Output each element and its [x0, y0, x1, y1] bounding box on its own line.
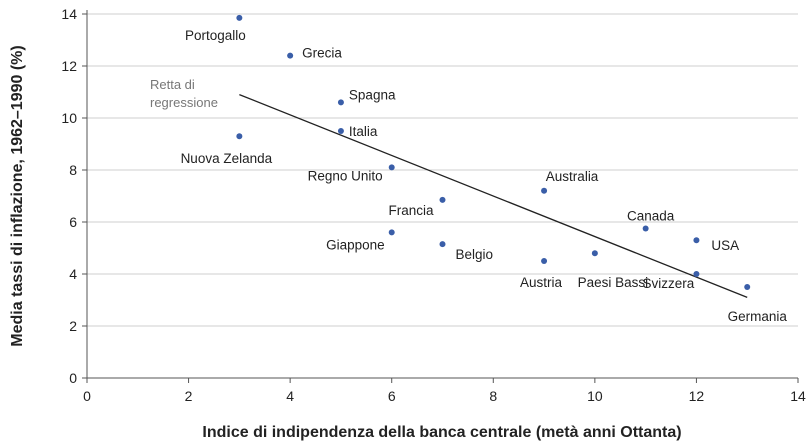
regression-label: regressione: [150, 95, 218, 110]
data-point: [693, 271, 700, 277]
data-point: [591, 250, 598, 257]
points: Portogallo Grecia Spagna Italia Nuova Zeland…: [181, 14, 788, 324]
data-point-group: Australia: [541, 169, 599, 194]
data-point: [236, 14, 243, 21]
data-point: [287, 52, 294, 59]
y-tick-label: 2: [69, 318, 77, 334]
data-point-group: Belgio: [439, 241, 494, 262]
y-tick-label: 6: [69, 214, 77, 230]
regression-label: Retta di: [150, 77, 195, 92]
regression-line: [239, 93, 748, 299]
y-tick-label: 8: [69, 162, 77, 178]
data-point-group: Portogallo: [185, 14, 246, 43]
y-tick-label: 10: [61, 110, 77, 126]
x-tick-label: 12: [689, 388, 705, 404]
data-point: [439, 196, 446, 203]
data-point-group: Paesi Bassi: [578, 250, 649, 290]
point-label: Italia: [349, 124, 378, 139]
y-tick-label: 0: [69, 370, 77, 386]
data-point-group: Giappone: [326, 229, 395, 252]
x-tick-label: 4: [286, 388, 294, 404]
x-tick-label: 6: [388, 388, 396, 404]
point-label: Paesi Bassi: [578, 275, 649, 290]
point-label: Francia: [388, 203, 434, 218]
data-point-group: Spagna: [337, 87, 396, 106]
data-point: [541, 258, 548, 264]
y-tick-label: 4: [69, 266, 77, 282]
x-tick-label: 8: [489, 388, 497, 404]
point-label: Austria: [520, 275, 563, 290]
data-point: [541, 187, 548, 194]
data-point: [439, 241, 446, 248]
point-label: Giappone: [326, 237, 385, 252]
data-point: [337, 99, 344, 106]
data-point: [337, 128, 344, 134]
x-tick-label: 2: [185, 388, 193, 404]
data-point-group: Germania: [728, 284, 788, 324]
y-tick-label: 12: [61, 58, 77, 74]
point-label: Germania: [728, 309, 788, 324]
data-point: [744, 284, 751, 290]
data-point-group: Nuova Zelanda: [181, 133, 273, 166]
data-point: [388, 229, 395, 236]
point-label: Spagna: [349, 87, 396, 102]
point-label: Canada: [627, 209, 675, 224]
point-label: Nuova Zelanda: [181, 151, 273, 166]
x-tick-label: 10: [587, 388, 603, 404]
data-point-group: Svizzera: [643, 271, 700, 291]
data-point-group: Regno Unito: [308, 164, 395, 183]
point-label: Belgio: [456, 247, 494, 262]
point-label: Portogallo: [185, 28, 246, 43]
y-tick-label: 14: [61, 6, 77, 22]
grid: [87, 13, 798, 327]
y-axis-title: Media tassi di inflazione, 1962–1990 (%): [9, 45, 26, 346]
data-point: [388, 164, 395, 171]
point-label: Australia: [546, 169, 599, 184]
data-point-group: USA: [693, 237, 739, 253]
point-label: Grecia: [302, 46, 342, 61]
data-point: [693, 237, 700, 244]
x-tick-label: 14: [790, 388, 806, 404]
data-point-group: Austria: [520, 258, 563, 290]
point-label: Svizzera: [643, 276, 695, 291]
x-tick-label: 0: [83, 388, 91, 404]
point-label: Regno Unito: [308, 168, 383, 183]
data-point-group: Francia: [388, 196, 446, 218]
regression-line-group: Retta di regressione: [150, 77, 748, 299]
point-label: USA: [711, 238, 739, 253]
data-point-group: Canada: [627, 209, 675, 232]
data-point-group: Grecia: [287, 46, 342, 61]
data-point: [642, 225, 649, 232]
x-axis-title: Indice di indipendenza della banca centr…: [202, 424, 681, 441]
data-point: [236, 133, 243, 140]
data-point-group: Italia: [337, 124, 378, 139]
axes: 0 2 4 6 8 10 12 14 0 2 4 6 8 10 12 14: [61, 6, 806, 404]
